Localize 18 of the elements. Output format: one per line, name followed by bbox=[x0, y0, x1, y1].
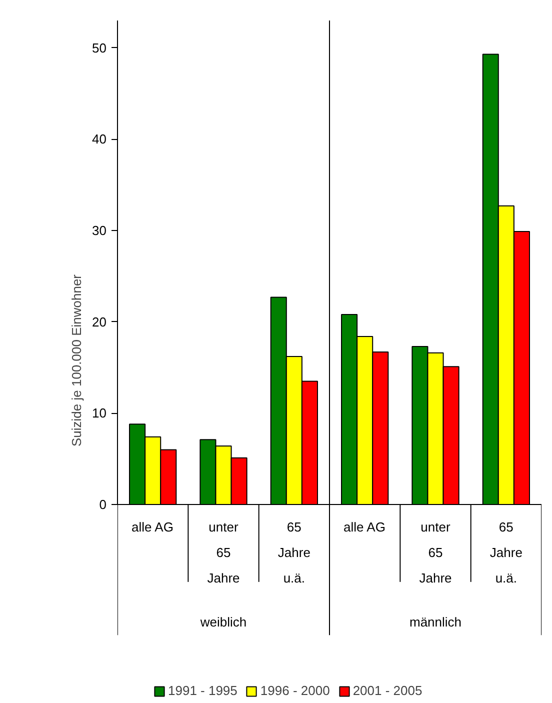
y-axis-title: Suizide je 100.000 Einwohner bbox=[69, 274, 84, 447]
text: weiblich bbox=[199, 614, 247, 630]
x-tick-label: 65 Jahre u.ä. bbox=[490, 520, 522, 586]
x-tick-label: unter 65 Jahre bbox=[207, 520, 240, 586]
y-tick-label: 30 bbox=[92, 223, 107, 238]
y-tick-label: 50 bbox=[92, 40, 107, 56]
legend-label: 1996 - 2000 bbox=[260, 683, 330, 698]
y-tick-label: 0 bbox=[99, 496, 107, 512]
x-tick-label: unter 65 Jahre bbox=[419, 520, 452, 586]
x-tick-label: alle AG bbox=[344, 520, 386, 535]
x-tick-label: alle AG bbox=[132, 520, 174, 535]
y-tick-label: 40 bbox=[92, 132, 107, 147]
legend-label: 2001 - 2005 bbox=[352, 683, 422, 698]
legend-label: 1991 - 1995 bbox=[168, 683, 238, 698]
y-tick-label: 10 bbox=[92, 406, 107, 421]
y-tick-label: 20 bbox=[92, 314, 107, 330]
x-tick-label: 65 Jahre u.ä. bbox=[278, 520, 310, 586]
text: männlich bbox=[409, 614, 462, 630]
